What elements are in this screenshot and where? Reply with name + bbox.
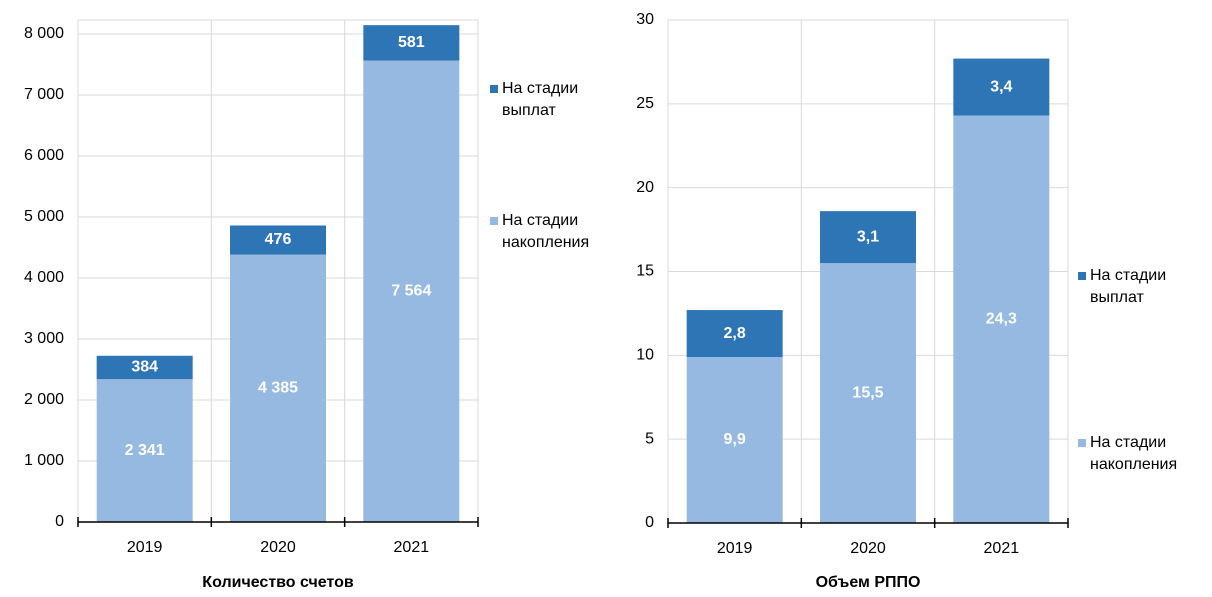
value-label: 9,9 [724, 431, 746, 448]
value-label: 2 341 [125, 442, 165, 459]
y-tick-label: 5 000 [24, 208, 64, 225]
x-tick-label: 2019 [717, 540, 753, 557]
x-tick-label: 2021 [394, 539, 430, 556]
x-tick-label: 2020 [850, 540, 886, 557]
y-tick-label: 0 [55, 513, 64, 530]
y-tick-label: 1 000 [24, 452, 64, 469]
legend-entry: На стадии накопления [1078, 432, 1212, 476]
value-label: 24,3 [986, 311, 1017, 328]
y-tick-label: 2 000 [24, 391, 64, 408]
legend-label: На стадии накопления [1090, 434, 1178, 473]
legend-entry: На стадии выплат [1078, 265, 1212, 309]
y-tick-label: 5 [645, 430, 654, 447]
y-tick-label: 3 000 [24, 330, 64, 347]
legend-swatch [490, 217, 498, 225]
y-tick-label: 8 000 [24, 25, 64, 42]
value-label: 384 [131, 359, 158, 376]
x-axis-title: Объем РППО [816, 574, 921, 591]
y-tick-label: 30 [636, 11, 654, 28]
bar-segment [363, 60, 460, 522]
bar-segment [230, 254, 326, 522]
y-tick-label: 0 [645, 514, 654, 531]
bar-segment [953, 58, 1050, 116]
bar-segment [820, 211, 916, 264]
value-label: 476 [265, 231, 292, 248]
bar-segment [686, 310, 783, 358]
legend-entry: На стадии накопления [490, 210, 627, 254]
value-label: 3,4 [990, 78, 1012, 95]
bar-segment [96, 355, 193, 380]
y-tick-label: 15 [636, 263, 654, 280]
value-label: 15,5 [852, 384, 883, 401]
value-label: 4 385 [258, 379, 298, 396]
y-tick-label: 6 000 [24, 147, 64, 164]
legend-label: На стадии выплат [1090, 267, 1167, 306]
x-axis-title: Количество счетов [202, 574, 354, 591]
bar-segment [820, 263, 916, 523]
y-tick-label: 7 000 [24, 86, 64, 103]
value-label: 3,1 [857, 228, 879, 245]
value-label: 581 [398, 34, 425, 51]
legend-label: На стадии выплат [502, 80, 579, 119]
y-tick-label: 4 000 [24, 269, 64, 286]
bar-segment [953, 115, 1050, 523]
x-tick-label: 2021 [984, 540, 1020, 557]
bar-segment [363, 25, 460, 61]
legend-swatch [1078, 272, 1086, 280]
legend-swatch [490, 85, 498, 93]
bar-segment [230, 225, 326, 255]
y-tick-label: 20 [636, 179, 654, 196]
x-tick-label: 2020 [260, 539, 296, 556]
legend-label: На стадии накопления [502, 212, 590, 251]
bar-segment [686, 357, 783, 523]
y-tick-label: 10 [636, 347, 654, 364]
value-label: 2,8 [724, 325, 746, 342]
x-tick-label: 2019 [127, 539, 163, 556]
value-label: 7 564 [391, 283, 431, 300]
legend-entry: На стадии выплат [490, 78, 627, 122]
bar-segment [96, 379, 193, 522]
legend-swatch [1078, 439, 1086, 447]
y-tick-label: 25 [636, 95, 654, 112]
